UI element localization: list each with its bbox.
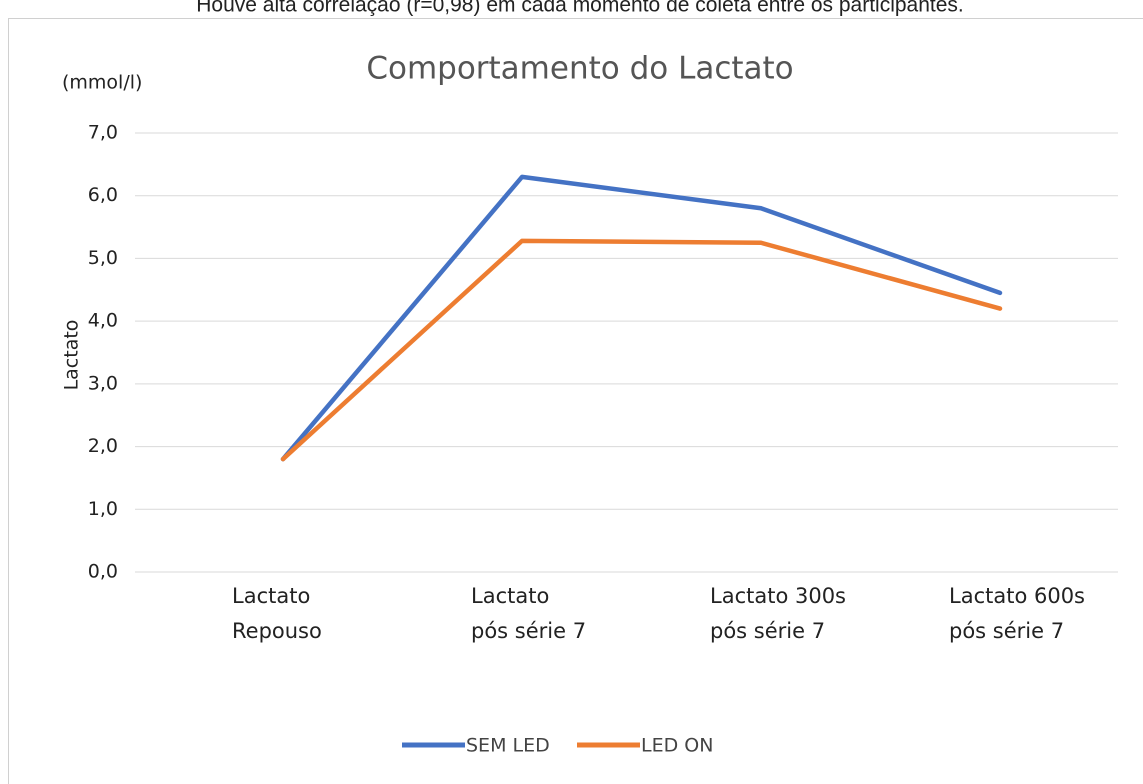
y-tick-label: 1,0 bbox=[88, 498, 118, 520]
line-series bbox=[280, 174, 1003, 462]
y-tick-label: 5,0 bbox=[88, 247, 118, 269]
y-tick-label: 2,0 bbox=[88, 435, 118, 457]
caption: Houve alta correlação (r=0,98) em cada m… bbox=[196, 0, 964, 17]
x-tick-label: Repouso bbox=[232, 619, 322, 643]
x-tick-label: pós série 7 bbox=[471, 619, 586, 643]
legend-label: SEM LED bbox=[466, 735, 550, 757]
y-tick-label: 6,0 bbox=[88, 184, 118, 206]
y-tick-label: 3,0 bbox=[88, 372, 118, 394]
x-tick-label: pós série 7 bbox=[710, 619, 825, 643]
chart-title: Comportamento do Lactato bbox=[366, 51, 793, 87]
y-tick-label: 0,0 bbox=[88, 561, 118, 583]
chart-border bbox=[8, 18, 1143, 784]
legend-label: LED ON bbox=[641, 735, 713, 757]
x-tick-label: Lactato 600s bbox=[949, 584, 1085, 608]
y-tick-label: 4,0 bbox=[88, 310, 118, 332]
x-tick-label: pós série 7 bbox=[949, 619, 1064, 643]
unit-label: (mmol/l) bbox=[62, 72, 142, 94]
x-tick-label: Lactato bbox=[232, 584, 310, 608]
line-series bbox=[280, 238, 1003, 462]
y-axis-label: Lactato bbox=[61, 320, 83, 391]
x-tick-label: Lactato 300s bbox=[710, 584, 846, 608]
y-tick-label: 7,0 bbox=[88, 122, 118, 144]
x-tick-label: Lactato bbox=[471, 584, 549, 608]
